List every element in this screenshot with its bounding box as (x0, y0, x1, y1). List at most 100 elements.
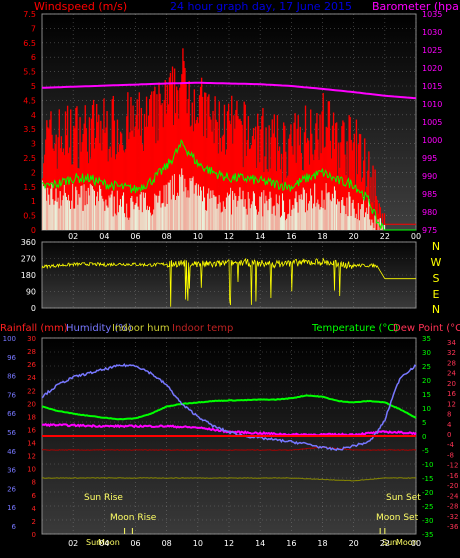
barometer-axis-label: Barometer (hpa) (372, 0, 460, 13)
baro-tick-label: 985 (422, 190, 437, 199)
temp-x-tick-label: 00 (411, 539, 421, 548)
wind-x-tick-label: 12 (224, 232, 234, 241)
wind-tick-label: 4.5 (23, 96, 36, 105)
rainfall-axis-label: Rainfall (mm) (0, 323, 68, 334)
dewpoint-axis-label: Dew Point (°C) (393, 323, 460, 334)
sun-rise-label: Sun Rise (84, 493, 123, 503)
dew-tick-label: -20 (447, 482, 458, 490)
baro-tick-label: 995 (422, 154, 437, 163)
wind-tick-label: 5 (31, 82, 36, 91)
baro-tick-label: 990 (422, 172, 437, 181)
humidity-tick-label: 26 (7, 485, 16, 493)
moon-set-label: Moon Set (376, 513, 419, 523)
temp-tick-label: 5 (422, 419, 426, 427)
temp-x-tick-label: 08 (162, 539, 172, 548)
windspeed-axis-label: Windspeed (m/s) (34, 0, 127, 13)
rain-tick-label: 16 (27, 426, 36, 434)
humidity-tick-label: 56 (7, 429, 16, 437)
baro-tick-label: 975 (422, 226, 437, 235)
humidity-tick-label: 36 (7, 467, 16, 475)
wind-tick-label: 6 (31, 53, 36, 62)
temperature-axis-label: Temperature (°C) (311, 323, 398, 334)
temp-tick-label: -20 (422, 489, 433, 497)
humidity-tick-label: 76 (7, 391, 16, 399)
temp-x-tick-label: 16 (286, 539, 296, 548)
wind-tick-label: 6.5 (23, 39, 36, 48)
chart-title: 24 hour graph day, 17 June 2015 (170, 0, 352, 13)
temp-tick-label: 30 (422, 349, 431, 357)
dew-tick-label: 16 (447, 390, 456, 398)
rain-tick-label: 10 (27, 466, 36, 474)
rain-tick-label: 0 (32, 531, 36, 539)
dew-tick-label: -24 (447, 492, 459, 500)
wind-x-tick-label: 14 (255, 232, 265, 241)
temp-x-tick-label: 04 (99, 539, 109, 548)
dir-tick-label: 0 (31, 304, 36, 313)
wind-x-tick-label: 06 (130, 232, 140, 241)
rain-tick-label: 14 (27, 440, 36, 448)
baro-tick-label: 1000 (422, 136, 442, 145)
wind-x-tick-label: 04 (99, 232, 109, 241)
temp-tick-label: 25 (422, 363, 431, 371)
baro-tick-label: 1005 (422, 118, 442, 127)
rain-tick-label: 4 (32, 505, 37, 513)
dew-tick-label: 34 (447, 339, 456, 347)
rain-tick-label: 22 (27, 387, 36, 395)
temp-tick-label: -30 (422, 517, 433, 525)
wind-x-tick-label: 02 (68, 232, 78, 241)
baro-tick-label: 1025 (422, 46, 442, 55)
baro-tick-label: 1015 (422, 82, 442, 91)
temp-x-tick-label: 22 (380, 539, 390, 548)
dew-tick-label: -8 (447, 451, 454, 459)
dew-tick-label: -12 (447, 462, 458, 470)
temp-tick-label: 20 (422, 377, 431, 385)
temp-tick-label: 15 (422, 391, 431, 399)
wind-tick-label: 0.5 (23, 212, 36, 221)
temp-x-tick-label: 02 (68, 539, 78, 548)
moon-rise-label: Moon Rise (110, 513, 157, 523)
dew-tick-label: 32 (447, 349, 456, 357)
wind-tick-label: 7 (31, 24, 36, 33)
dew-tick-label: 20 (447, 380, 456, 388)
dew-tick-label: 8 (447, 411, 451, 419)
indoor-hum-label: Indoor hum (112, 323, 170, 334)
temp-tick-label: -25 (422, 503, 433, 511)
rain-tick-label: 28 (27, 348, 36, 356)
wind-x-tick-label: 18 (317, 232, 327, 241)
temp-tick-label: 35 (422, 335, 431, 343)
baro-tick-label: 1030 (422, 28, 442, 37)
dew-tick-label: -36 (447, 523, 459, 531)
rain-tick-label: 6 (32, 492, 37, 500)
dir-tick-label: 90 (26, 288, 36, 297)
wind-tick-label: 2 (31, 168, 36, 177)
dew-tick-label: 4 (447, 421, 452, 429)
baro-tick-label: 980 (422, 208, 437, 217)
wind-x-tick-label: 22 (380, 232, 390, 241)
temp-tick-label: -5 (422, 447, 429, 455)
rain-tick-label: 30 (27, 335, 36, 343)
dew-tick-label: 12 (447, 400, 456, 408)
temp-x-tick-label: 20 (349, 539, 359, 548)
humidity-tick-label: 66 (7, 410, 16, 418)
compass-n-top: N (432, 240, 440, 253)
baro-tick-label: 1020 (422, 64, 442, 73)
dir-tick-label: 270 (21, 255, 36, 264)
compass-s: S (433, 272, 440, 285)
wind-tick-label: 7.5 (23, 10, 36, 19)
humidity-tick-label: 16 (7, 504, 16, 512)
wind-x-tick-label: 10 (193, 232, 203, 241)
humidity-tick-label: 86 (7, 373, 16, 381)
temp-x-tick-label: 10 (193, 539, 203, 548)
temp-x-tick-label: 14 (255, 539, 265, 548)
temp-x-tick-label: 18 (317, 539, 327, 548)
compass-w: W (431, 256, 442, 269)
dew-tick-label: -28 (447, 503, 458, 511)
baro-tick-label: 1035 (422, 10, 442, 19)
dew-tick-label: -4 (447, 441, 455, 449)
wind-x-tick-label: 20 (349, 232, 359, 241)
baro-tick-label: 1010 (422, 100, 442, 109)
temp-tick-label: -10 (422, 461, 433, 469)
rain-tick-label: 24 (27, 374, 36, 382)
